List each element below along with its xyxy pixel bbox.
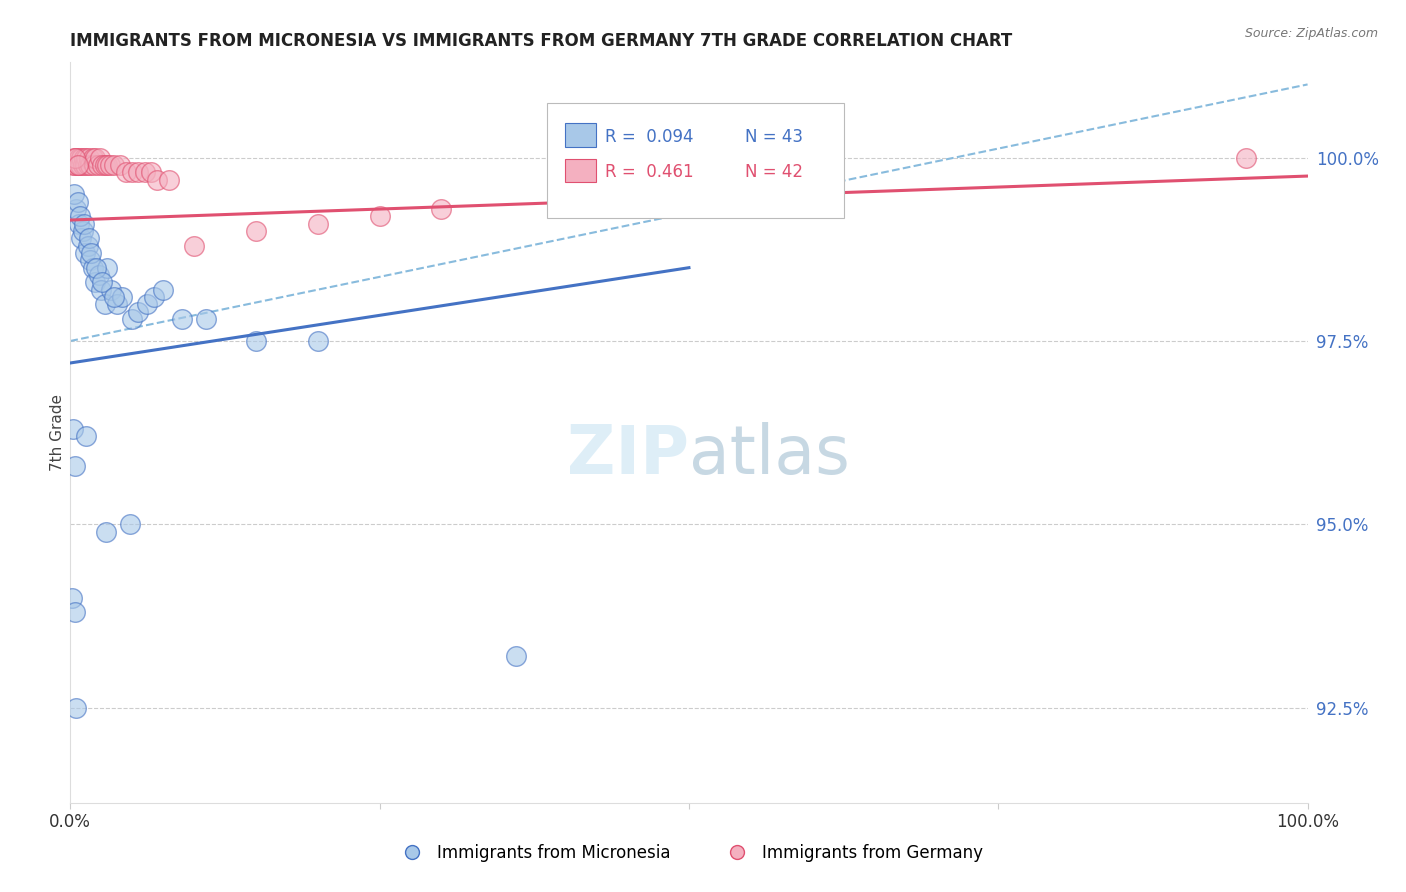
Point bbox=[157, 172, 180, 186]
Point bbox=[368, 210, 391, 224]
Point bbox=[118, 517, 141, 532]
Point bbox=[80, 246, 103, 260]
Point bbox=[146, 172, 169, 186]
Point bbox=[505, 649, 527, 664]
Point bbox=[65, 202, 87, 216]
FancyBboxPatch shape bbox=[565, 123, 596, 147]
Text: N = 43: N = 43 bbox=[745, 128, 803, 145]
Point bbox=[67, 217, 90, 231]
Point bbox=[100, 283, 122, 297]
Point bbox=[430, 202, 453, 216]
Point bbox=[195, 312, 218, 326]
Y-axis label: 7th Grade: 7th Grade bbox=[49, 394, 65, 471]
Text: R =  0.094: R = 0.094 bbox=[605, 128, 693, 145]
Point bbox=[96, 260, 118, 275]
Point bbox=[69, 158, 91, 172]
Text: R =  0.461: R = 0.461 bbox=[605, 163, 693, 181]
Point bbox=[65, 458, 87, 473]
Point bbox=[77, 231, 100, 245]
Point bbox=[73, 151, 96, 165]
FancyBboxPatch shape bbox=[547, 103, 844, 218]
Point bbox=[83, 158, 105, 172]
Point bbox=[76, 238, 98, 252]
Point bbox=[139, 165, 162, 179]
Point bbox=[90, 283, 112, 297]
Point bbox=[616, 172, 638, 186]
Point bbox=[75, 429, 97, 443]
Point bbox=[127, 304, 149, 318]
Point bbox=[65, 158, 87, 172]
Point bbox=[152, 283, 174, 297]
Text: ZIP: ZIP bbox=[567, 422, 689, 488]
Point bbox=[79, 158, 101, 172]
Point bbox=[73, 217, 96, 231]
Point bbox=[143, 290, 166, 304]
Point bbox=[108, 158, 131, 172]
Point bbox=[84, 151, 107, 165]
Point bbox=[96, 158, 118, 172]
Point bbox=[245, 224, 267, 238]
Point bbox=[134, 165, 156, 179]
Point bbox=[1234, 151, 1257, 165]
Point bbox=[82, 151, 104, 165]
Point bbox=[67, 158, 90, 172]
Point bbox=[70, 151, 93, 165]
Text: N = 42: N = 42 bbox=[745, 163, 803, 181]
Point bbox=[127, 165, 149, 179]
Point bbox=[115, 165, 138, 179]
Point bbox=[66, 158, 89, 172]
Point bbox=[62, 158, 84, 172]
Point bbox=[75, 246, 97, 260]
Point bbox=[76, 158, 98, 172]
Point bbox=[307, 217, 329, 231]
Point bbox=[84, 260, 107, 275]
Point bbox=[94, 297, 117, 311]
Point bbox=[72, 158, 94, 172]
Point bbox=[89, 151, 111, 165]
Point bbox=[65, 151, 87, 165]
Point bbox=[136, 297, 159, 311]
Point bbox=[121, 312, 143, 326]
Point bbox=[307, 334, 329, 348]
Point bbox=[65, 700, 87, 714]
Point bbox=[91, 276, 114, 290]
Point bbox=[66, 194, 89, 209]
Point bbox=[63, 605, 86, 619]
FancyBboxPatch shape bbox=[565, 159, 596, 182]
Text: IMMIGRANTS FROM MICRONESIA VS IMMIGRANTS FROM GERMANY 7TH GRADE CORRELATION CHAR: IMMIGRANTS FROM MICRONESIA VS IMMIGRANTS… bbox=[70, 32, 1012, 50]
Text: Source: ZipAtlas.com: Source: ZipAtlas.com bbox=[1244, 27, 1378, 40]
Point bbox=[245, 334, 267, 348]
Point bbox=[103, 290, 125, 304]
Point bbox=[111, 290, 134, 304]
Text: atlas: atlas bbox=[689, 422, 849, 488]
Point bbox=[77, 151, 100, 165]
Point bbox=[96, 524, 118, 539]
Point bbox=[75, 158, 97, 172]
Point bbox=[84, 276, 107, 290]
Point bbox=[105, 297, 128, 311]
Point bbox=[70, 231, 93, 245]
Point bbox=[69, 210, 91, 224]
Point bbox=[63, 151, 86, 165]
Point bbox=[98, 158, 121, 172]
Point bbox=[72, 224, 94, 238]
Point bbox=[62, 422, 84, 436]
Point bbox=[103, 158, 125, 172]
Point bbox=[63, 151, 86, 165]
Point bbox=[82, 260, 104, 275]
Point bbox=[63, 187, 86, 202]
Point bbox=[94, 158, 117, 172]
Point bbox=[86, 158, 108, 172]
Point bbox=[87, 268, 110, 282]
Point bbox=[79, 253, 101, 268]
Point bbox=[170, 312, 193, 326]
Point bbox=[121, 165, 143, 179]
Point bbox=[183, 238, 205, 252]
Point bbox=[75, 151, 97, 165]
Point bbox=[67, 151, 90, 165]
Legend: Immigrants from Micronesia, Immigrants from Germany: Immigrants from Micronesia, Immigrants f… bbox=[388, 838, 990, 869]
Point bbox=[60, 591, 83, 605]
Point bbox=[91, 158, 114, 172]
